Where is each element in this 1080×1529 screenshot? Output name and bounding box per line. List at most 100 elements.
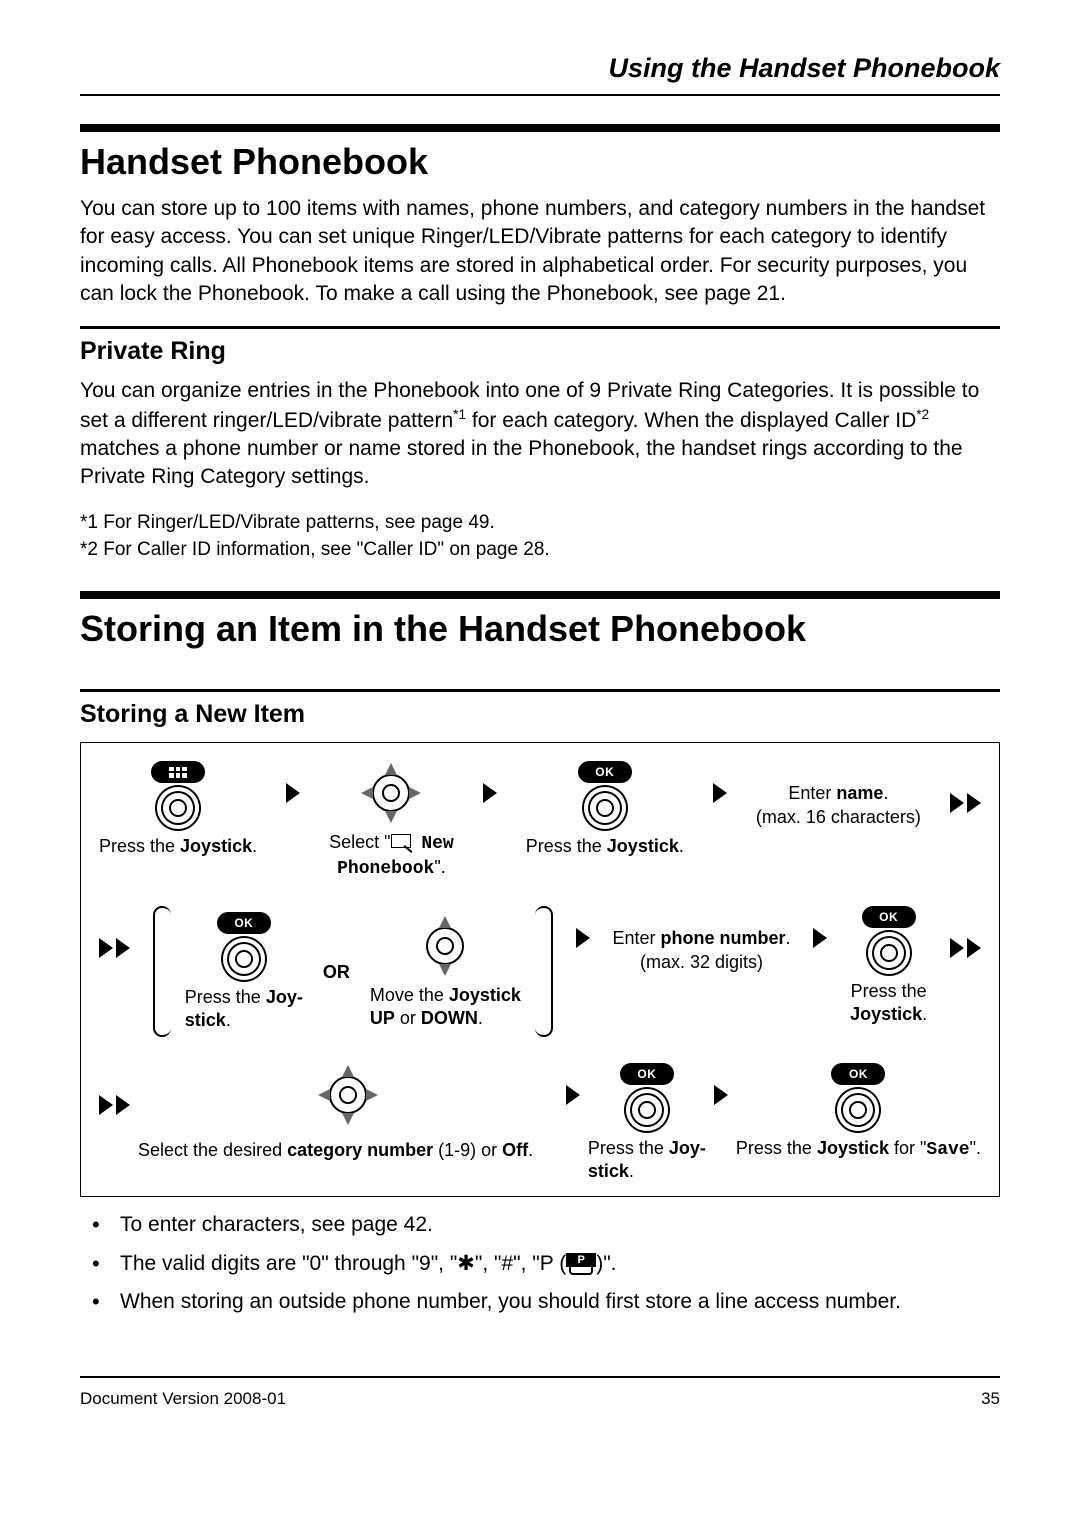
sup-1: *1: [453, 407, 466, 422]
bullet-2: The valid digits are "0" through "9", "✱…: [80, 1250, 1000, 1278]
pt: Press the: [851, 981, 927, 1001]
flow-diagram: Press the Joystick. Select " New Phonebo…: [80, 742, 1000, 1197]
page-number: 35: [981, 1388, 1000, 1411]
footnote-2: *2 For Caller ID information, see "Calle…: [80, 537, 1000, 563]
flow-row-2: OK Press the Joy-stick. OR: [99, 906, 981, 1037]
pj-c: stick: [185, 1010, 226, 1030]
sup-2: *2: [916, 407, 929, 422]
b2-c: )".: [596, 1252, 616, 1275]
step-press-joystick-3: OK Press theJoystick.: [850, 906, 927, 1025]
mv-pre: Move the: [370, 985, 449, 1005]
continuation-arrow: [950, 761, 981, 813]
arrow: [483, 761, 497, 809]
bullet-list: To enter characters, see page 42. The va…: [80, 1211, 1000, 1316]
step-save: OK Press the Joystick for "Save".: [736, 1063, 981, 1162]
mv-up: UP: [370, 1008, 395, 1028]
pj-a: Press the: [185, 987, 266, 1007]
ok-button-icon: OK: [862, 906, 916, 974]
jw: Joystick: [850, 1004, 922, 1024]
menu-button-icon: [151, 761, 205, 829]
pj-b: Joy-: [669, 1138, 706, 1158]
choice-press-joystick: OK Press the Joy-stick.: [185, 912, 303, 1031]
ring-icon: [868, 932, 910, 974]
arrow: [566, 1063, 580, 1111]
sel-new: New: [411, 834, 454, 854]
mv-dn: DOWN: [421, 1008, 478, 1028]
continuation-arrow: [99, 1063, 130, 1115]
star-icon: ✱: [457, 1252, 475, 1275]
en-pre: Enter: [788, 783, 836, 803]
sc-a: Select the desired: [138, 1140, 287, 1160]
ep-b: phone number: [661, 928, 786, 948]
sel-pb: Phonebook: [337, 859, 434, 879]
ok-button-icon: OK: [831, 1063, 885, 1131]
sv-end: ".: [970, 1138, 981, 1158]
fn2-text: For Caller ID information, see "Caller I…: [103, 539, 549, 560]
pj-c: stick: [588, 1161, 629, 1181]
arrow-icon: [714, 1085, 728, 1111]
ring-icon: [223, 938, 265, 980]
sel-post: ".: [434, 857, 445, 877]
flow-row-1: Press the Joystick. Select " New Phonebo…: [99, 761, 981, 880]
h2-storing-new: Storing a New Item: [80, 698, 1000, 732]
arrow: [713, 761, 727, 809]
rule-thin-2: [80, 689, 1000, 692]
ok-label: OK: [831, 1063, 885, 1085]
mv-joy: Joystick: [449, 985, 521, 1005]
step-enter-phone: Enter phone number. (max. 32 digits): [613, 906, 791, 975]
mv-or: or: [395, 1008, 421, 1028]
step-select-new: Select " New Phonebook".: [329, 761, 454, 880]
pr-c: matches a phone number or name stored in…: [80, 437, 963, 488]
ring-icon: [626, 1089, 668, 1131]
b2-b: ", "#", "P (: [475, 1252, 566, 1275]
arrow-icon: [566, 1085, 580, 1111]
rule-thin: [80, 326, 1000, 329]
sc-c: (1-9) or: [433, 1140, 502, 1160]
ep-cap: (max. 32 digits): [640, 952, 763, 972]
step-press-joystick-1: Press the Joystick.: [99, 761, 257, 858]
step-select-category: Select the desired category number (1-9)…: [138, 1063, 558, 1162]
footnotes: *1 For Ringer/LED/Vibrate patterns, see …: [80, 510, 1000, 563]
arrow: [286, 761, 300, 809]
bracketed-choice: OK Press the Joy-stick. OR: [153, 906, 553, 1037]
arrow-icon: [576, 928, 590, 954]
lbl-b: Joystick: [180, 836, 252, 856]
newphonebook-icon: [391, 834, 411, 848]
joystick-4way-icon: [359, 761, 423, 825]
pj-a: Press the: [588, 1138, 669, 1158]
ok-label: OK: [578, 761, 632, 783]
step-enter-name: Enter name. (max. 16 characters): [756, 761, 921, 830]
ep-pre: Enter: [613, 928, 661, 948]
rule-thick-2: [80, 591, 1000, 599]
fn1-pre: *1: [80, 512, 103, 533]
joystick-4way-icon: [316, 1063, 380, 1127]
sc-off: Off: [502, 1140, 528, 1160]
h1-handset-phonebook: Handset Phonebook: [80, 138, 1000, 187]
ring-icon: [837, 1089, 879, 1131]
sv-mid: for ": [889, 1138, 926, 1158]
para-handset-phonebook: You can store up to 100 items with names…: [80, 195, 1000, 308]
en-cap: (max. 16 characters): [756, 807, 921, 827]
ok-label: OK: [620, 1063, 674, 1085]
bullet-3: When storing an outside phone number, yo…: [80, 1288, 1000, 1316]
ok-button-icon: OK: [620, 1063, 674, 1131]
h2-private-ring: Private Ring: [80, 335, 1000, 369]
lbl-b: Joystick: [607, 836, 679, 856]
p-key-icon: P: [566, 1253, 596, 1275]
ok-label: OK: [862, 906, 916, 928]
h1-storing: Storing an Item in the Handset Phonebook: [80, 605, 1000, 654]
fn2-pre: *2: [80, 539, 103, 560]
ok-button-icon: OK: [578, 761, 632, 829]
arrow: [813, 906, 827, 954]
para-private-ring: You can organize entries in the Phoneboo…: [80, 377, 1000, 491]
lbl: Press the: [99, 836, 180, 856]
sv-pre: Press the: [736, 1138, 817, 1158]
arrow-icon: [813, 928, 827, 954]
rule-thick: [80, 124, 1000, 132]
ring-icon: [157, 787, 199, 829]
en-b: name: [836, 783, 883, 803]
arrow: [714, 1063, 728, 1111]
ep-post: .: [786, 928, 791, 948]
step-press-joystick-4: OK Press the Joy-stick.: [588, 1063, 706, 1182]
doc-version: Document Version 2008-01: [80, 1388, 286, 1411]
